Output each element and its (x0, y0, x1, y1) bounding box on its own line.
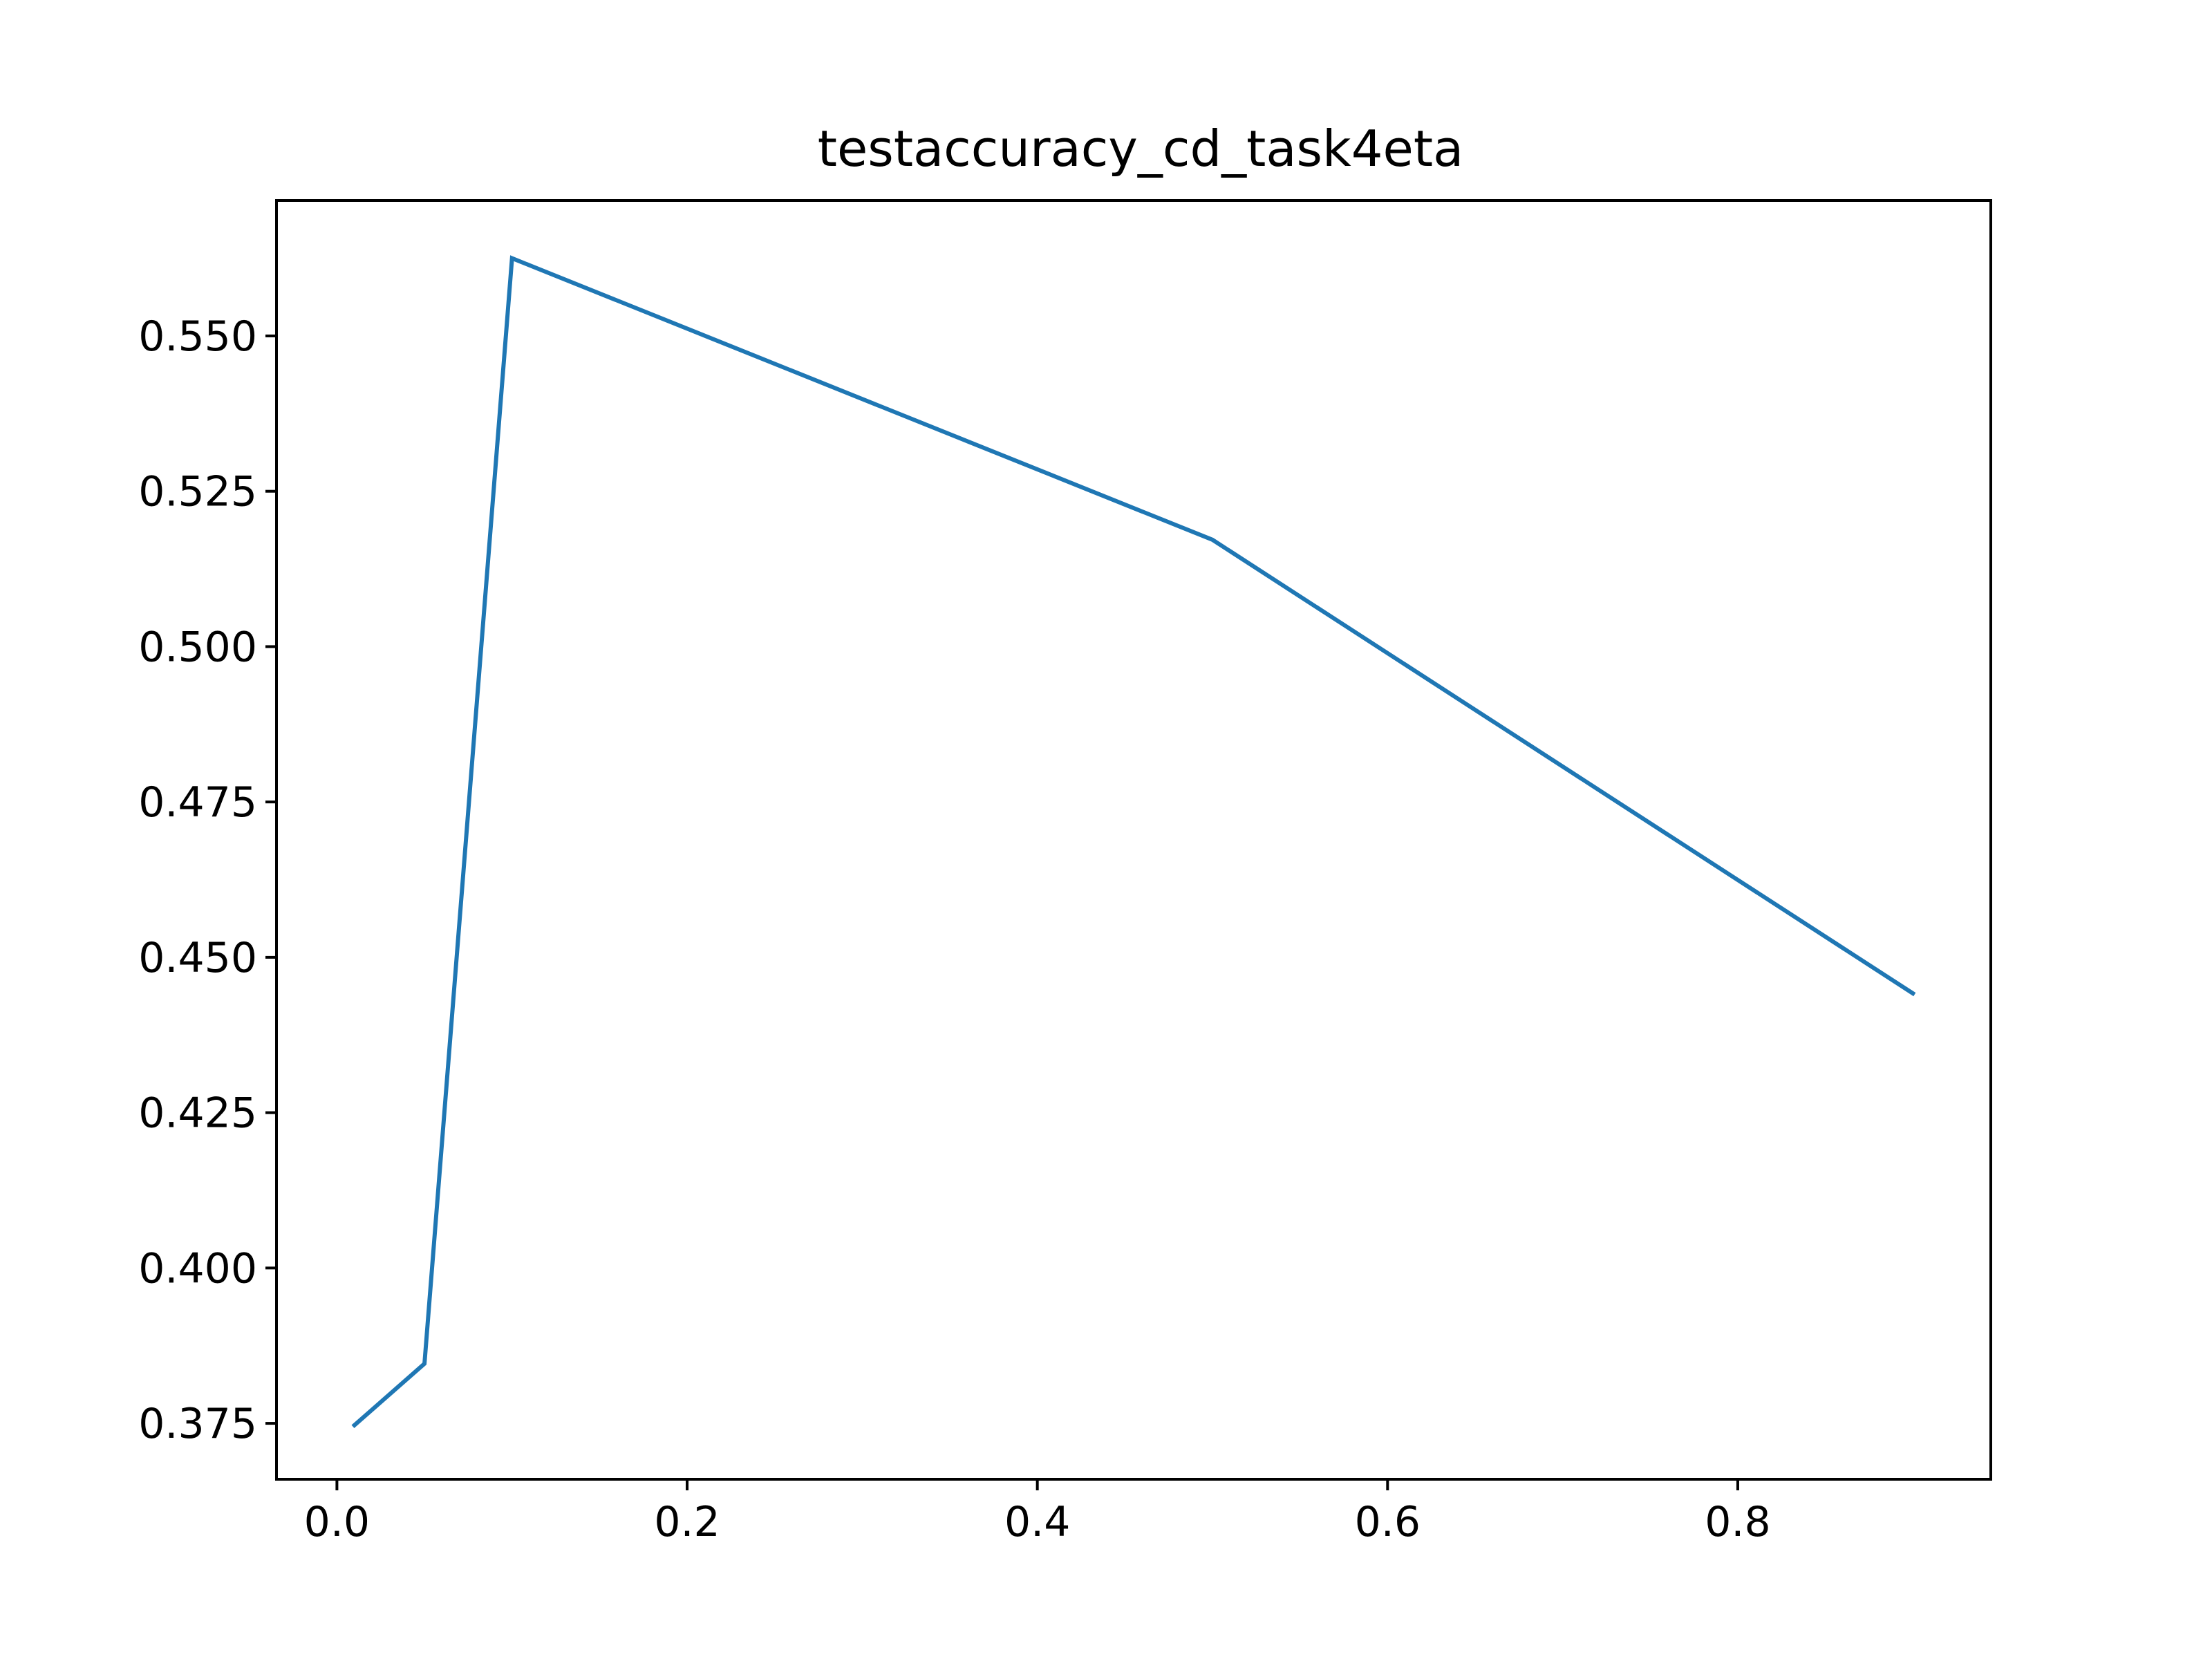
x-axis: 0.0 0.2 0.4 0.6 0.8 (304, 1479, 1771, 1546)
y-tick-label: 0.450 (138, 934, 257, 982)
chart-title: testaccuracy_cd_task4eta (818, 120, 1463, 178)
x-tick-label: 0.2 (654, 1498, 720, 1546)
plot-area-frame (275, 199, 1992, 1481)
y-axis: 0.375 0.400 0.425 0.450 0.475 0.500 0.525 0.550 (138, 312, 276, 1448)
series-layer (351, 255, 1916, 1429)
y-tick-label: 0.525 (138, 468, 257, 516)
x-tick-label: 0.0 (304, 1498, 370, 1546)
x-tick-label: 0.6 (1355, 1498, 1421, 1546)
y-tick-label: 0.400 (138, 1244, 257, 1293)
y-tick-label: 0.475 (138, 778, 257, 827)
series-line (351, 255, 1916, 1429)
y-tick-label: 0.425 (138, 1089, 257, 1138)
x-tick-label: 0.8 (1705, 1498, 1770, 1546)
y-tick-label: 0.375 (138, 1400, 257, 1448)
y-tick-label: 0.500 (138, 623, 257, 671)
y-tick-label: 0.550 (138, 312, 257, 361)
x-tick-label: 0.4 (1004, 1498, 1070, 1546)
